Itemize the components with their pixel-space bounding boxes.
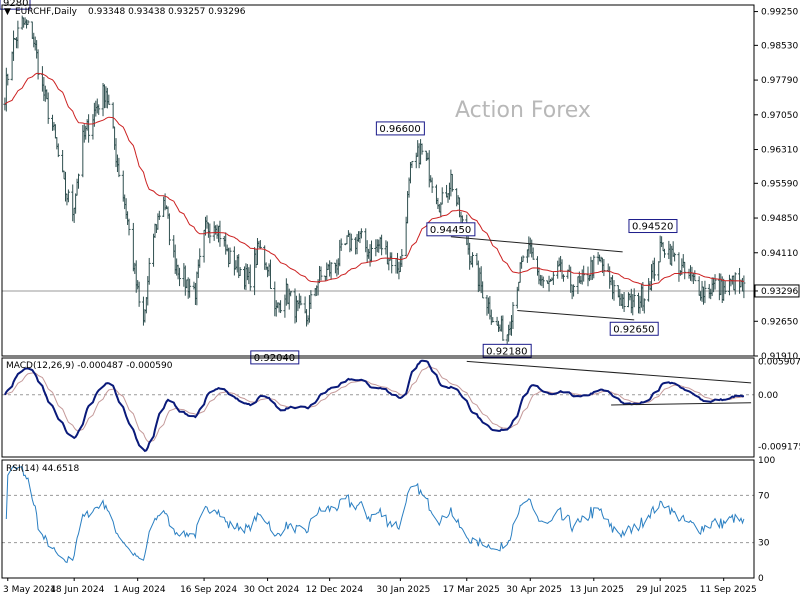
macd-trendline <box>611 402 752 406</box>
price-y-tick-label: 0.95590 <box>761 179 798 189</box>
x-tick-label: 18 Jun 2024 <box>50 585 104 595</box>
rsi-y-tick-label: 30 <box>758 539 770 549</box>
ohlc-values: 0.93348 0.93438 0.93257 0.93296 <box>88 7 246 17</box>
macd-line <box>4 359 745 453</box>
macd-header: MACD(12,26,9) -0.000487 -0.000590 <box>6 361 173 371</box>
price-y-tick-label: 0.92650 <box>761 317 798 327</box>
price-y-tick-label: 0.97050 <box>761 111 798 121</box>
macd-y-tick-label: 0.005907 <box>758 357 800 367</box>
rsi-line <box>5 465 745 564</box>
x-tick-label: 3 May 2024 <box>3 585 56 595</box>
price-annotation-label: 0.94450 <box>430 225 471 236</box>
x-tick-label: 13 Jun 2025 <box>570 585 624 595</box>
price-y-tick-label: 0.94850 <box>761 214 798 224</box>
rsi-y-tick-label: 70 <box>758 491 770 501</box>
x-tick-label: 11 Sep 2025 <box>700 585 757 595</box>
price-annotation-box <box>609 321 659 336</box>
macd-trendline <box>466 360 752 384</box>
macd-trendlines <box>466 360 752 406</box>
price-annotation-box <box>482 343 532 358</box>
price-annotation-label: 0.94520 <box>632 222 673 233</box>
price-trendlines <box>450 236 635 321</box>
macd-signal-line <box>4 366 744 443</box>
x-tick-label: 30 Apr 2025 <box>506 585 562 595</box>
price-annotation-label: 0.96600 <box>379 124 420 135</box>
price-y-tick-label: 0.94110 <box>761 249 798 259</box>
x-tick-label: 29 Jul 2025 <box>636 585 687 595</box>
price-annotation-box <box>628 219 678 234</box>
price-annotation-box <box>426 222 476 237</box>
x-tick-label: 12 Dec 2024 <box>306 585 364 595</box>
rsi-panel <box>5 465 745 564</box>
macd-panel <box>4 359 752 453</box>
x-tick-label: 17 Mar 2025 <box>443 585 500 595</box>
x-tick-label: 30 Oct 2024 <box>244 585 300 595</box>
watermark: Action Forex <box>455 98 591 123</box>
price-annotation-label: 0.92180 <box>486 346 527 357</box>
price-y-tick-label: 0.97790 <box>761 76 798 86</box>
moving-average-line <box>4 72 744 287</box>
price-y-tick-label: 0.91910 <box>761 352 798 362</box>
x-tick-label: 30 Jan 2025 <box>376 585 430 595</box>
candles-series <box>3 15 746 347</box>
rsi-y-tick-label: 100 <box>758 456 775 466</box>
price-y-tick-label: 0.96310 <box>761 146 798 156</box>
price-annotation-box <box>250 350 300 365</box>
price-annotation-label: 0.92650 <box>613 324 654 335</box>
symbol-title: EURCHF,Daily <box>15 7 78 17</box>
price-annotation-box <box>375 121 425 136</box>
macd-frame <box>1 357 755 458</box>
symbol-arrow-icon[interactable]: ▼ <box>4 7 11 17</box>
price-y-tick-label: 0.93296 <box>761 287 798 297</box>
price-y-tick-label: 0.98530 <box>761 41 798 51</box>
price-panel: 92800.920400.966000.944500.921800.926500… <box>0 0 746 365</box>
price-trendline <box>450 236 623 253</box>
rsi-header: RSI(14) 44.6518 <box>6 464 79 474</box>
x-tick-label: 16 Sep 2024 <box>180 585 237 595</box>
rsi-y-tick-label: 0 <box>758 574 764 584</box>
macd-y-tick-label: -0.009175 <box>758 443 800 453</box>
macd-y-tick-label: 0.00 <box>758 391 778 401</box>
rsi-frame <box>1 459 755 579</box>
x-tick-label: 1 Aug 2024 <box>114 585 166 595</box>
price-frame <box>1 4 755 357</box>
price-trendline <box>517 309 635 321</box>
price-y-tick-label: 0.99250 <box>761 8 798 18</box>
